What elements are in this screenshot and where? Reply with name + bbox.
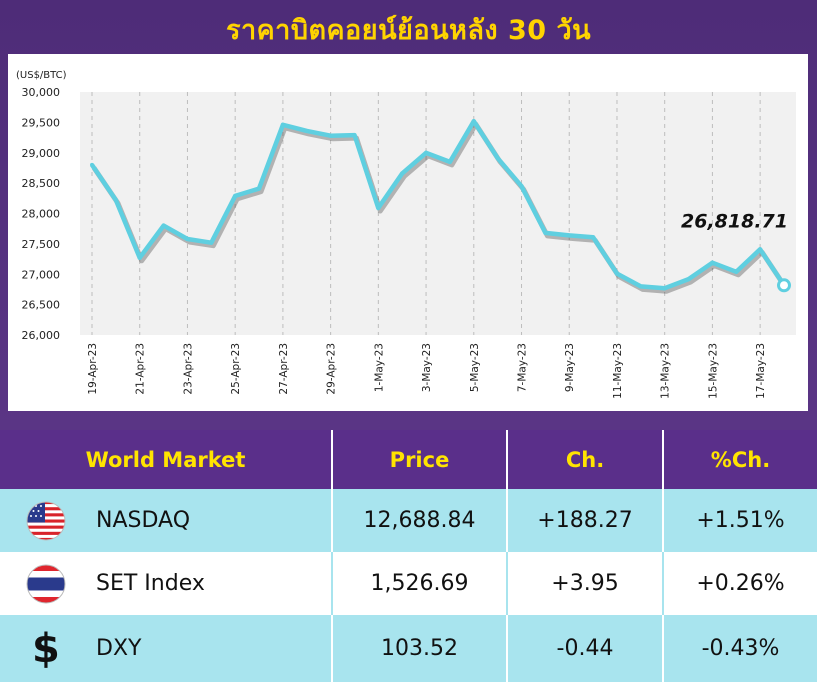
header-pct-change: %Ch.	[710, 447, 771, 472]
y-tick-label: 29,500	[22, 116, 61, 129]
data-point	[233, 193, 238, 198]
data-point	[424, 150, 429, 155]
x-tick-label: 25-Apr-23	[230, 343, 242, 395]
table-header: World Market Price Ch. %Ch.	[0, 430, 817, 489]
x-tick-label: 13-May-23	[660, 343, 672, 399]
data-point	[471, 119, 476, 124]
y-tick-label: 30,000	[22, 86, 61, 99]
x-tick-label: 29-Apr-23	[326, 343, 338, 395]
data-point	[614, 271, 619, 276]
last-value-label: 26,818.71	[681, 210, 788, 232]
market-pct-change: +1.51%	[696, 508, 785, 533]
page-title: ราคาบิตคอยน์ย้อนหลัง 30 วัน	[225, 15, 592, 46]
y-tick-label: 28,500	[22, 177, 61, 190]
last-data-point	[777, 278, 791, 293]
data-point	[328, 133, 333, 138]
y-tick-label: 28,000	[22, 208, 61, 221]
x-tick-label: 1-May-23	[373, 343, 385, 392]
data-point	[495, 156, 500, 161]
world-market-table: World Market Price Ch. %Ch. NAS	[0, 430, 817, 682]
x-tick-label: 15-May-23	[707, 343, 719, 399]
data-point	[161, 223, 166, 228]
data-point	[662, 286, 667, 291]
market-price: 12,688.84	[333, 489, 508, 552]
table-row: NASDAQ 12,688.84 +188.27 +1.51%	[0, 489, 817, 552]
x-tick-label: 21-Apr-23	[135, 343, 147, 395]
data-point	[352, 133, 357, 138]
x-tick-label: 23-Apr-23	[182, 343, 194, 395]
x-tick-label: 11-May-23	[612, 343, 624, 399]
y-tick-label: 27,500	[22, 238, 61, 251]
y-tick-label: 26,000	[22, 329, 61, 342]
x-tick-label: 27-Apr-23	[278, 343, 290, 395]
market-change: +188.27	[508, 489, 664, 552]
data-point	[567, 233, 572, 238]
market-name: SET Index	[80, 552, 333, 615]
x-tick-label: 7-May-23	[517, 343, 529, 392]
data-point	[686, 277, 691, 282]
x-tick-label: 9-May-23	[564, 343, 576, 392]
data-point	[280, 122, 285, 127]
data-point	[257, 186, 262, 191]
data-point	[376, 206, 381, 211]
us-flag-icon	[26, 501, 66, 540]
chart-panel: (US$/BTC) 26,000 26,500 27,000 27,500 28,000 2…	[8, 54, 808, 411]
data-point	[90, 162, 94, 167]
data-point	[591, 235, 596, 240]
x-tick-label: 17-May-23	[755, 343, 767, 399]
y-tick-label: 29,000	[22, 147, 61, 160]
header-world-market: World Market	[0, 430, 333, 489]
market-change: -0.44	[508, 615, 664, 682]
y-unit-label: (US$/BTC)	[16, 70, 67, 81]
data-point	[304, 128, 309, 133]
plot-area	[80, 92, 796, 335]
data-point	[543, 230, 548, 235]
data-point	[209, 240, 214, 245]
dollar-icon: $	[32, 625, 60, 672]
market-pct-change: -0.43%	[701, 636, 780, 661]
thai-flag-icon	[26, 564, 66, 603]
y-tick-label: 26,500	[22, 299, 61, 312]
table-row: SET Index 1,526.69 +3.95 +0.26%	[0, 552, 817, 615]
table-row: $ DXY 103.52 -0.44 -0.43%	[0, 615, 817, 682]
data-point	[638, 284, 643, 289]
data-point	[519, 184, 524, 189]
data-point	[400, 171, 405, 176]
x-tick-label: 19-Apr-23	[87, 343, 99, 395]
data-point	[447, 159, 452, 164]
market-pct-change: +0.26%	[696, 571, 785, 596]
data-point	[185, 237, 190, 242]
header-price: Price	[333, 430, 508, 489]
header-change: Ch.	[508, 430, 664, 489]
market-name: DXY	[80, 615, 333, 682]
data-point	[710, 260, 715, 265]
x-tick-label: 3-May-23	[421, 343, 433, 392]
x-tick-label: 5-May-23	[469, 343, 481, 392]
market-name: NASDAQ	[80, 489, 333, 552]
data-point	[137, 255, 142, 260]
series-line	[90, 118, 786, 291]
data-point	[758, 247, 763, 252]
market-change: +3.95	[508, 552, 664, 615]
market-price: 103.52	[333, 615, 508, 682]
y-tick-label: 27,000	[22, 268, 61, 281]
market-price: 1,526.69	[333, 552, 508, 615]
btc-price-chart: (US$/BTC) 26,000 26,500 27,000 27,500 28,000 2…	[16, 70, 796, 399]
data-point	[734, 269, 739, 274]
data-point	[113, 198, 118, 203]
